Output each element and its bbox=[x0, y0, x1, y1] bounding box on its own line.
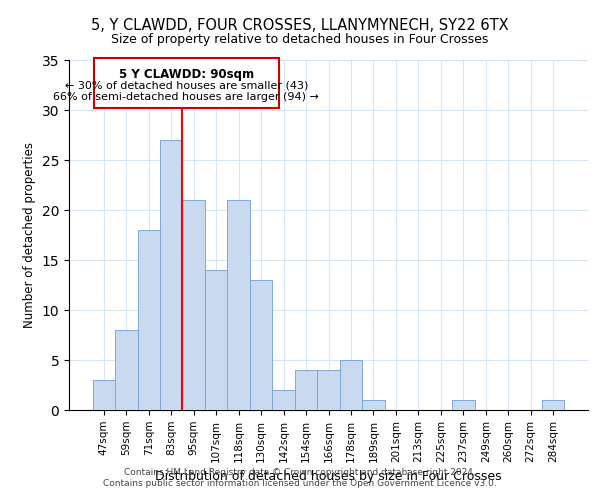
Bar bbox=[205, 270, 227, 410]
Text: 66% of semi-detached houses are larger (94) →: 66% of semi-detached houses are larger (… bbox=[53, 92, 319, 102]
Bar bbox=[227, 200, 250, 410]
Bar bbox=[137, 230, 160, 410]
Text: 5, Y CLAWDD, FOUR CROSSES, LLANYMYNECH, SY22 6TX: 5, Y CLAWDD, FOUR CROSSES, LLANYMYNECH, … bbox=[91, 18, 509, 32]
Bar bbox=[250, 280, 272, 410]
Bar bbox=[317, 370, 340, 410]
Text: Contains HM Land Registry data © Crown copyright and database right 2024.
Contai: Contains HM Land Registry data © Crown c… bbox=[103, 468, 497, 487]
Bar bbox=[452, 400, 475, 410]
X-axis label: Distribution of detached houses by size in Four Crosses: Distribution of detached houses by size … bbox=[155, 470, 502, 483]
Bar bbox=[340, 360, 362, 410]
Bar bbox=[92, 380, 115, 410]
Text: ← 30% of detached houses are smaller (43): ← 30% of detached houses are smaller (43… bbox=[65, 80, 308, 90]
Bar bbox=[160, 140, 182, 410]
Bar bbox=[295, 370, 317, 410]
Bar bbox=[542, 400, 565, 410]
Bar bbox=[94, 58, 279, 108]
Bar bbox=[115, 330, 137, 410]
Y-axis label: Number of detached properties: Number of detached properties bbox=[23, 142, 36, 328]
Text: Size of property relative to detached houses in Four Crosses: Size of property relative to detached ho… bbox=[112, 32, 488, 46]
Bar bbox=[182, 200, 205, 410]
Text: 5 Y CLAWDD: 90sqm: 5 Y CLAWDD: 90sqm bbox=[119, 68, 254, 81]
Bar bbox=[362, 400, 385, 410]
Bar bbox=[272, 390, 295, 410]
